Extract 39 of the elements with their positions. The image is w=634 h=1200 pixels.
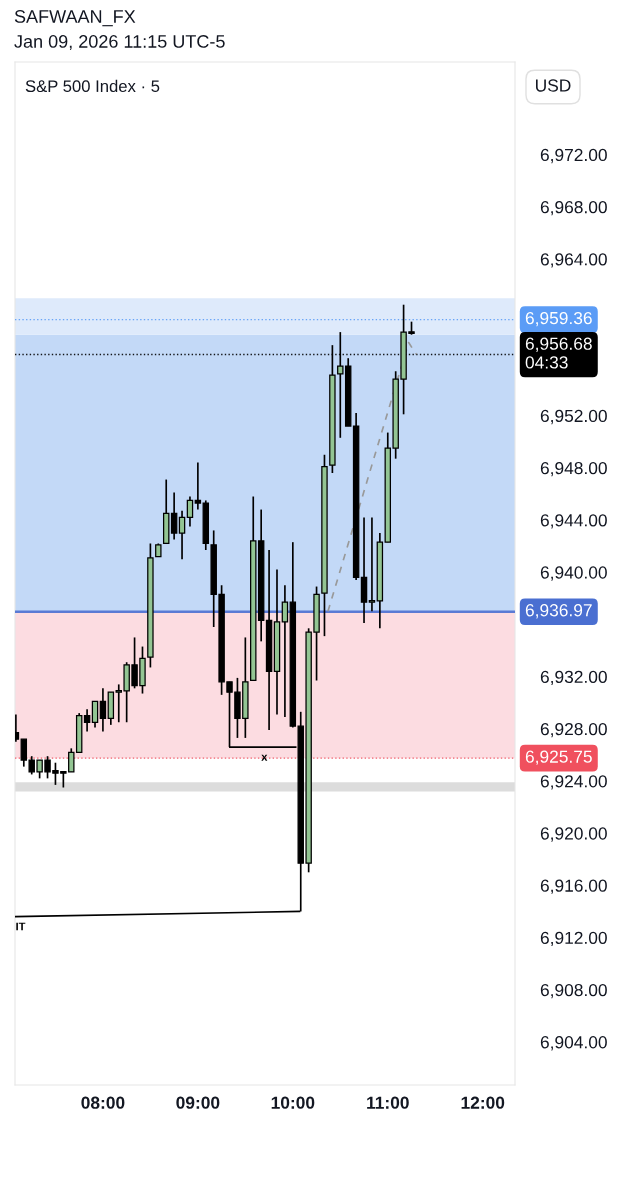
x-tick-label: 11:00 [367, 1096, 409, 1109]
candlestick [186, 495, 194, 528]
x-tick-label: 10:00 [271, 1096, 315, 1109]
y-tick-label: 6,972.00 [540, 148, 607, 164]
x-tick-label: 12:00 [461, 1096, 505, 1109]
y-tick-label: 6,908.00 [540, 983, 607, 999]
ref-line-label: 6,959.36 [525, 311, 592, 327]
text: USD [536, 79, 571, 92]
ref-line-label: 6,925.75 [525, 750, 592, 765]
y-tick-label: 6,924.00 [540, 775, 607, 790]
annotation: S&P 500 Index · 5 [25, 79, 160, 93]
y-tick-label: 6,912.00 [540, 931, 607, 947]
candlestick [170, 491, 178, 541]
x-tick-label: 09:00 [176, 1096, 220, 1109]
candlestick [91, 700, 99, 729]
chart-title: SAFWAAN_FX [14, 10, 136, 27]
x-tick-label: 08:00 [81, 1096, 125, 1109]
y-tick-label: 6,952.00 [540, 409, 607, 425]
y-tick-label: 6,940.00 [540, 566, 607, 581]
y-tick-label: 6,920.00 [540, 827, 607, 842]
candlestick [178, 510, 186, 560]
annotation: x [261, 754, 268, 761]
ref-line-label: 6,956.68 04:33 [525, 337, 592, 369]
y-tick-label: 6,916.00 [540, 879, 607, 894]
annotation: IT [16, 922, 26, 931]
candlestick [368, 516, 376, 613]
y-tick-label: 6,948.00 [540, 461, 607, 477]
y-tick-label: 6,932.00 [540, 670, 607, 686]
y-tick-label: 6,928.00 [540, 722, 607, 738]
candlestick [99, 687, 107, 733]
candlestick [83, 708, 91, 733]
chart-subtitle: Jan 09, 2026 11:15 UTC-5 [14, 35, 225, 50]
candlestick [281, 584, 289, 718]
candlestick [194, 461, 202, 511]
ref-line-label: 6,936.97 [525, 604, 592, 619]
y-tick-label: 6,968.00 [540, 201, 607, 216]
y-tick-label: 6,964.00 [540, 253, 607, 268]
y-tick-label: 6,944.00 [540, 514, 607, 529]
y-tick-label: 6,904.00 [540, 1036, 607, 1051]
